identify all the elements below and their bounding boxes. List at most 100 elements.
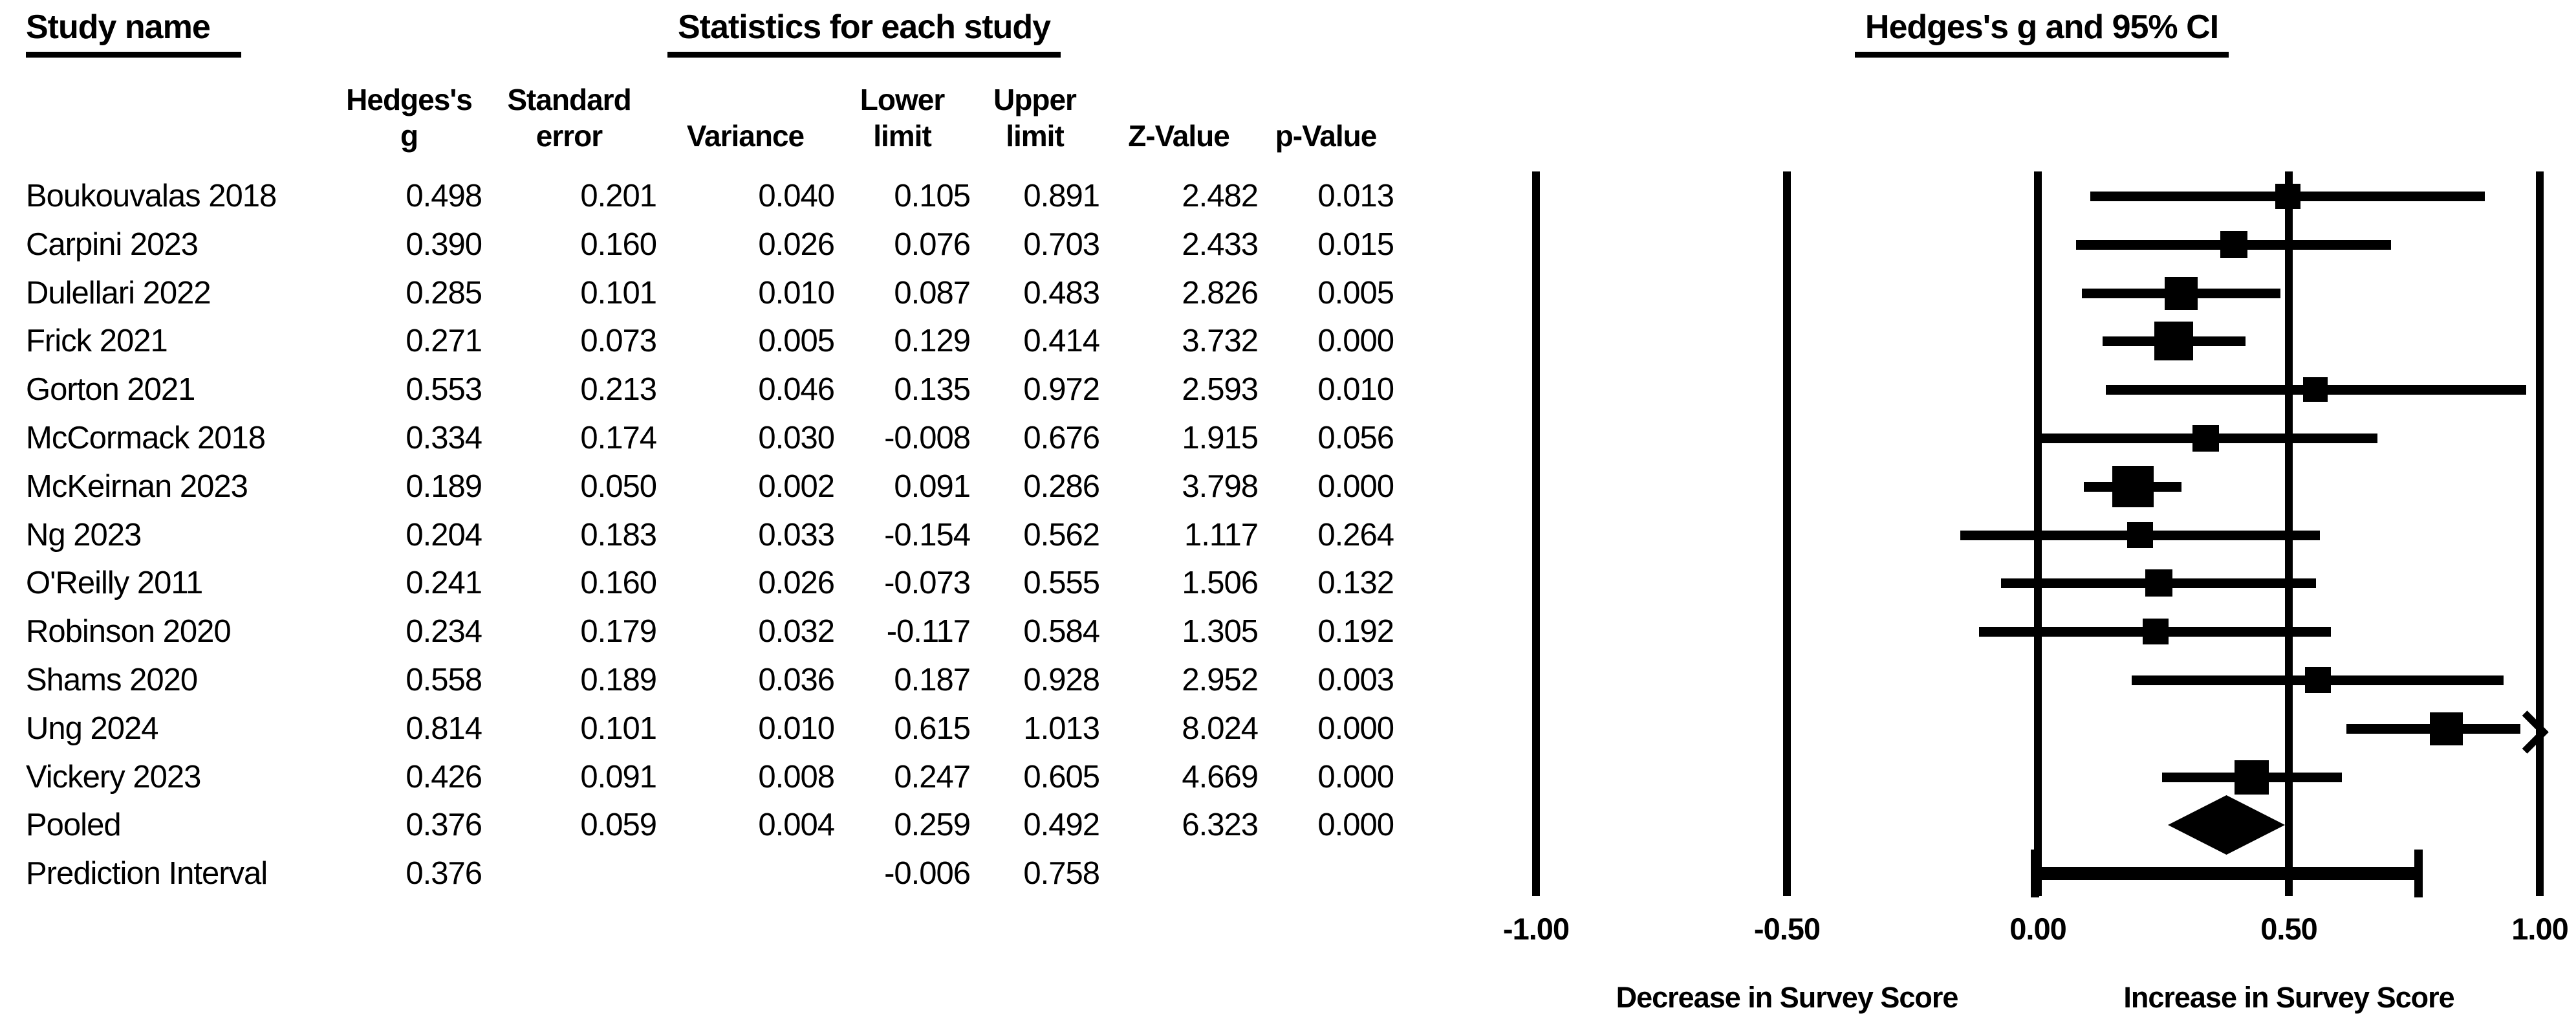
stat-value: 0.040 xyxy=(758,179,835,214)
stat-value: 0.030 xyxy=(758,421,835,456)
axis-gridline xyxy=(1783,171,1791,896)
table-row: Pooled 0.376 0.059 0.004 0.259 0.492 6.323 0.00… xyxy=(26,801,1394,849)
stat-value xyxy=(656,850,834,897)
stat-value: 0.201 xyxy=(580,179,657,214)
stat-value xyxy=(482,850,656,897)
table-row: Shams 2020 0.558 0.189 0.036 0.187 0.928 2.952… xyxy=(26,656,1394,704)
stat-value: 0.032 xyxy=(758,614,835,649)
stat-value: 0.008 xyxy=(758,760,835,795)
stat-value: 0.562 xyxy=(1023,518,1100,553)
stat-value: 0.703 xyxy=(1023,227,1100,262)
stat-value: 0.972 xyxy=(1023,372,1100,407)
stat-value: 0.033 xyxy=(758,518,835,553)
stat-value: 0.247 xyxy=(894,760,971,795)
column-header: Z-Value xyxy=(1128,119,1230,153)
study-name: Frick 2021 xyxy=(26,324,168,358)
table-row: McKeirnan 2023 0.189 0.050 0.002 0.091 0.286 3… xyxy=(26,463,1394,511)
prediction-interval-cap xyxy=(2414,850,2423,897)
axis-label-increase: Increase in Survey Score xyxy=(2123,981,2454,1014)
study-name: Shams 2020 xyxy=(26,663,198,697)
table-row: Prediction Interval 0.376 -0.006 0.758 xyxy=(26,850,1394,897)
effect-size-marker xyxy=(2275,184,2300,209)
table-row: Boukouvalas 2018 0.498 0.201 0.040 0.105 0.89… xyxy=(26,172,1394,220)
prediction-interval-bar xyxy=(2035,867,2418,880)
stat-value: 2.433 xyxy=(1182,227,1259,262)
stat-value: 0.192 xyxy=(1317,614,1394,649)
effect-size-marker xyxy=(2220,231,2247,258)
stat-value: 2.826 xyxy=(1182,276,1259,311)
stat-value: 0.259 xyxy=(894,807,971,842)
stat-value: 1.117 xyxy=(1184,518,1259,553)
table-column-headers: Hedges's g Standard error Variance Lower li… xyxy=(26,75,1394,154)
stat-value: 1.915 xyxy=(1182,421,1259,456)
stat-value: 0.814 xyxy=(406,711,482,746)
stat-value: 0.241 xyxy=(406,565,482,600)
stat-value: 0.553 xyxy=(406,372,482,407)
stat-value: 0.076 xyxy=(894,227,971,262)
stat-value: 0.003 xyxy=(1317,663,1394,697)
stat-value: 0.010 xyxy=(1317,372,1394,407)
stat-value: 0.187 xyxy=(894,663,971,697)
axis-tick-label: 0.50 xyxy=(2260,912,2317,946)
stat-value xyxy=(1258,850,1394,897)
stat-value: 0.000 xyxy=(1317,711,1394,746)
axis-tick-label: 0.00 xyxy=(2009,912,2066,946)
stat-value: 0.036 xyxy=(758,663,835,697)
column-header: Hedges's g xyxy=(346,83,473,153)
stat-value: 0.426 xyxy=(406,760,482,795)
stat-value: 0.000 xyxy=(1317,760,1394,795)
effect-size-marker xyxy=(2143,619,2169,644)
stat-value: 0.000 xyxy=(1317,324,1394,358)
stat-value: 0.059 xyxy=(580,807,657,842)
stat-value: 0.204 xyxy=(406,518,482,553)
stat-value: 3.798 xyxy=(1182,469,1259,504)
study-name: O'Reilly 2011 xyxy=(26,565,203,600)
stat-value: 0.189 xyxy=(580,663,657,697)
column-header: Standard error xyxy=(507,83,631,153)
stat-value: 0.073 xyxy=(580,324,657,358)
stat-value: 0.160 xyxy=(580,227,657,262)
stat-value: 0.483 xyxy=(1023,276,1100,311)
stat-value: 0.555 xyxy=(1023,565,1100,600)
stat-value: -0.073 xyxy=(884,565,971,600)
effect-size-marker xyxy=(2235,760,2269,795)
chart-title: Hedges's g and 95% CI xyxy=(1855,8,2229,58)
axis-tick-label: -1.00 xyxy=(1502,912,1570,946)
stat-value: 0.056 xyxy=(1317,421,1394,456)
stats-section-title: Statistics for each study xyxy=(667,8,1061,58)
study-name: Robinson 2020 xyxy=(26,614,232,649)
table-row: Gorton 2021 0.553 0.213 0.046 0.135 0.972 2.59… xyxy=(26,366,1394,413)
stat-value: 0.928 xyxy=(1023,663,1100,697)
stat-value: 0.050 xyxy=(580,469,657,504)
stat-value: 0.271 xyxy=(406,324,482,358)
table-row: Carpini 2023 0.390 0.160 0.026 0.076 0.703 2.4… xyxy=(26,221,1394,269)
effect-size-marker xyxy=(2112,466,2154,507)
stat-value: 0.758 xyxy=(1023,856,1100,891)
table-row: Ung 2024 0.814 0.101 0.010 0.615 1.013 8.024 0.… xyxy=(26,705,1394,752)
effect-size-marker xyxy=(2145,569,2172,597)
table-row: McCormack 2018 0.334 0.174 0.030 -0.008 0.676… xyxy=(26,414,1394,462)
stat-value: 0.000 xyxy=(1317,807,1394,842)
stat-value: -0.154 xyxy=(884,518,971,553)
table-row: O'Reilly 2011 0.241 0.160 0.026 -0.073 0.555 1… xyxy=(26,559,1394,607)
stat-value: 0.234 xyxy=(406,614,482,649)
study-name: Ung 2024 xyxy=(26,711,159,746)
stat-value: 2.482 xyxy=(1182,179,1259,214)
stat-value: 6.323 xyxy=(1182,807,1259,842)
effect-size-marker xyxy=(2303,377,2328,402)
axis-tick-label: -0.50 xyxy=(1753,912,1821,946)
stat-value: 0.160 xyxy=(580,565,657,600)
stat-value: 0.004 xyxy=(758,807,835,842)
stat-value: 0.414 xyxy=(1023,324,1100,358)
effect-size-marker xyxy=(2430,712,2463,745)
stat-value: 0.584 xyxy=(1023,614,1100,649)
stat-value: 0.135 xyxy=(894,372,971,407)
stat-value: -0.006 xyxy=(884,856,971,891)
stat-value: 0.189 xyxy=(406,469,482,504)
stat-value: 0.179 xyxy=(580,614,657,649)
stat-value: 0.264 xyxy=(1317,518,1394,553)
stat-value: 0.046 xyxy=(758,372,835,407)
stat-value: 4.669 xyxy=(1182,760,1259,795)
stat-value: 0.558 xyxy=(406,663,482,697)
